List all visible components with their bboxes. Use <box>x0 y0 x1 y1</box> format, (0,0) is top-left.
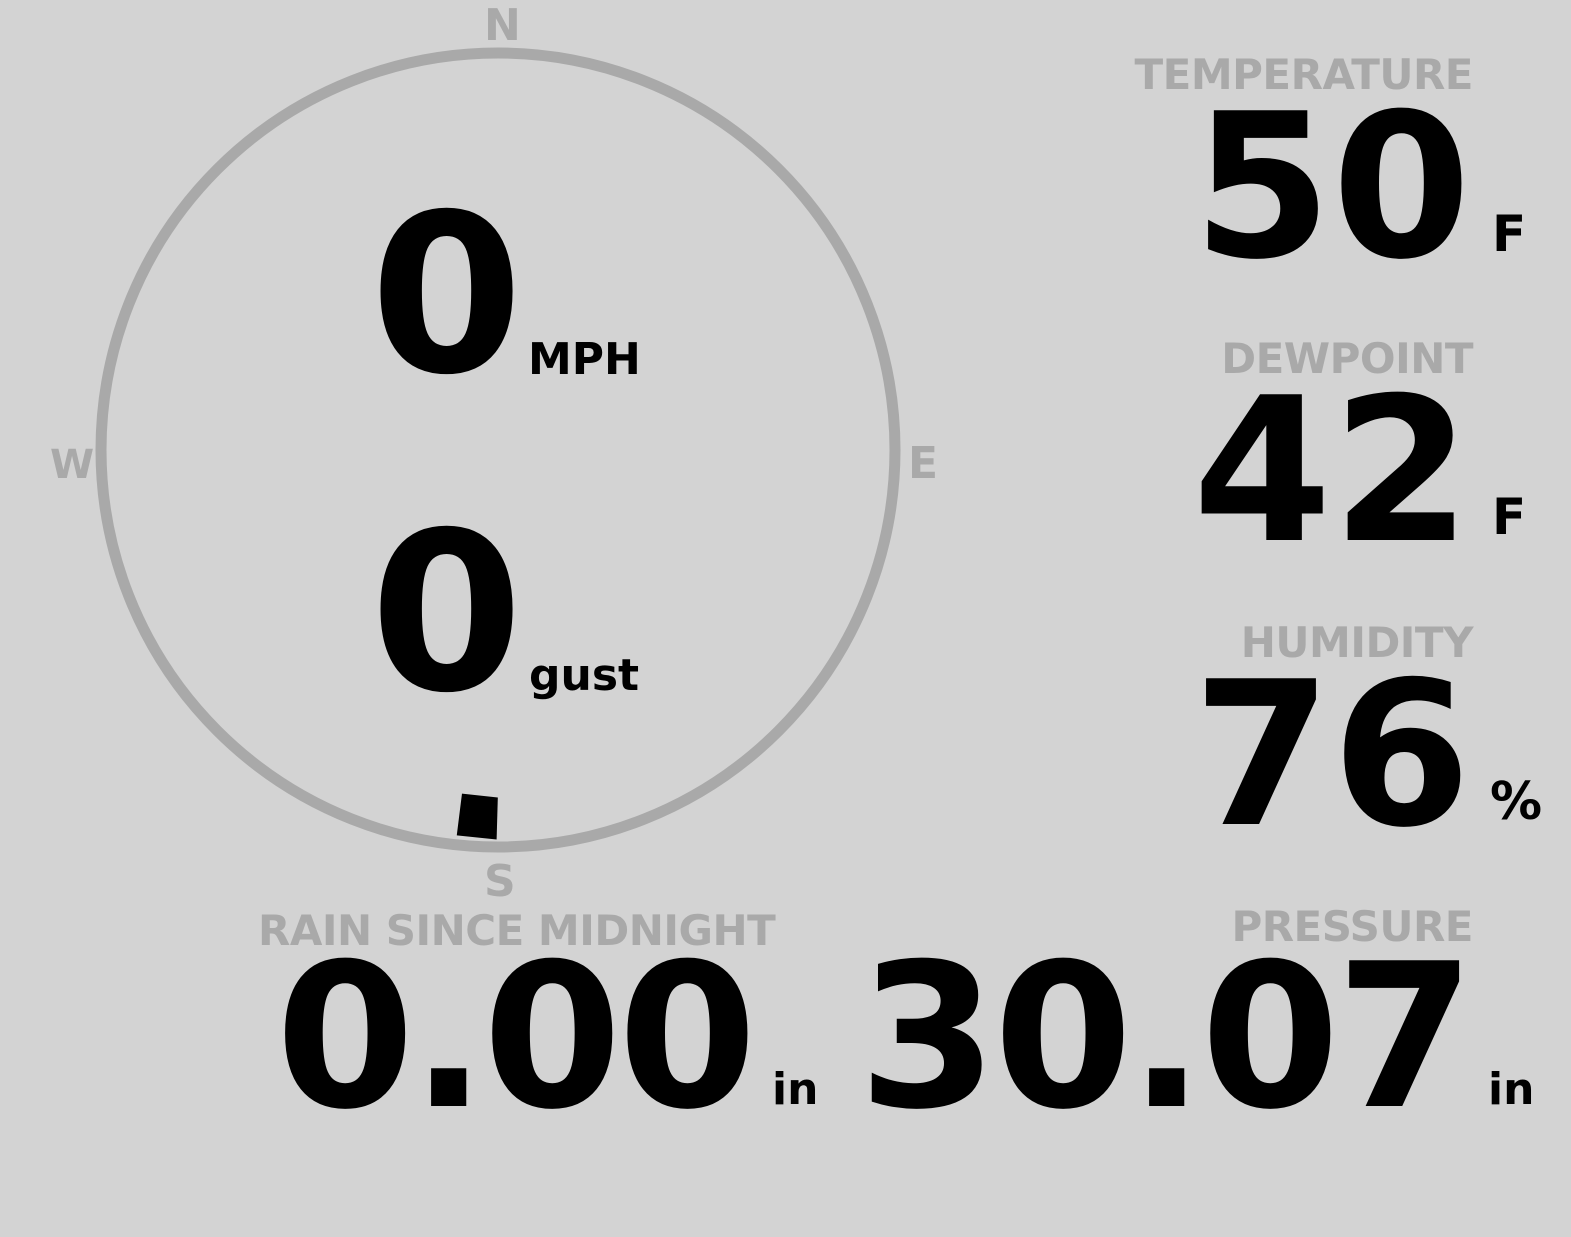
rain-unit: in <box>772 1064 819 1115</box>
rain-value: 0.00 <box>275 921 757 1154</box>
wind-gust-unit: gust <box>529 650 640 701</box>
temperature-value: 50 <box>1192 71 1471 304</box>
pressure-value: 30.07 <box>858 921 1475 1154</box>
temperature-label: TEMPERATURE <box>1134 50 1474 99</box>
humidity-label: HUMIDITY <box>1240 618 1474 667</box>
dewpoint-label: DEWPOINT <box>1221 334 1473 383</box>
pressure-unit: in <box>1488 1064 1535 1115</box>
compass-n: N <box>484 0 521 51</box>
dewpoint-value: 42 <box>1192 355 1471 588</box>
rain-label: RAIN SINCE MIDNIGHT <box>258 906 776 955</box>
temperature-unit: F <box>1492 205 1527 263</box>
wind-speed-value: 0 <box>370 167 524 423</box>
compass-ring <box>95 47 901 853</box>
wind-direction-marker <box>456 793 498 840</box>
compass-e: E <box>908 438 938 489</box>
wind-speed-unit: MPH <box>528 334 641 385</box>
compass-w: W <box>50 442 94 488</box>
wind-gust-value: 0 <box>370 485 524 741</box>
compass-s: S <box>484 856 516 907</box>
pressure-label: PRESSURE <box>1231 902 1473 951</box>
humidity-unit: % <box>1490 772 1543 832</box>
humidity-value: 76 <box>1192 639 1471 872</box>
wind-compass <box>95 47 901 853</box>
dewpoint-unit: F <box>1492 488 1527 546</box>
